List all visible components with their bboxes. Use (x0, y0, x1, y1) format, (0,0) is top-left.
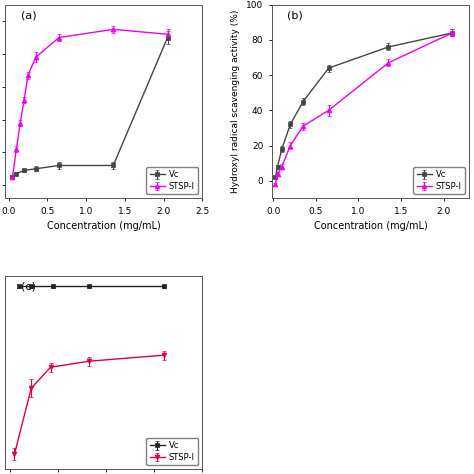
Legend: Vc, STSP-I: Vc, STSP-I (146, 438, 198, 465)
Text: (b): (b) (287, 10, 303, 20)
Y-axis label: Hydroxyl radical scavenging activity (%): Hydroxyl radical scavenging activity (%) (231, 10, 240, 193)
Text: (c): (c) (20, 282, 36, 292)
Legend: Vc, STSP-I: Vc, STSP-I (413, 167, 465, 194)
Text: (a): (a) (20, 10, 36, 20)
X-axis label: Concentration (mg/mL): Concentration (mg/mL) (313, 221, 427, 231)
X-axis label: Concentration (mg/mL): Concentration (mg/mL) (47, 221, 161, 231)
Legend: Vc, STSP-I: Vc, STSP-I (146, 167, 198, 194)
